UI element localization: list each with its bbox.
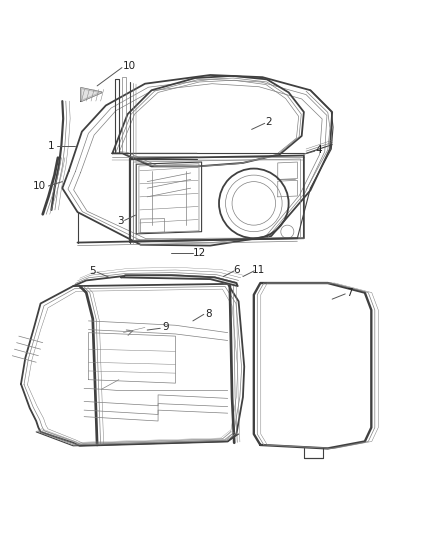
Text: 7: 7 <box>346 288 353 297</box>
Text: 1: 1 <box>48 141 55 150</box>
Text: 6: 6 <box>233 264 240 274</box>
Text: 3: 3 <box>117 216 124 226</box>
Text: 11: 11 <box>251 264 265 274</box>
Text: 12: 12 <box>193 248 206 259</box>
Text: 10: 10 <box>33 181 46 191</box>
Text: 9: 9 <box>162 322 169 333</box>
Text: 8: 8 <box>205 309 212 319</box>
Text: 10: 10 <box>123 61 136 71</box>
Polygon shape <box>121 275 238 286</box>
Text: 2: 2 <box>266 117 272 126</box>
Polygon shape <box>81 88 102 101</box>
Text: 4: 4 <box>316 145 322 155</box>
Text: 5: 5 <box>89 266 96 276</box>
